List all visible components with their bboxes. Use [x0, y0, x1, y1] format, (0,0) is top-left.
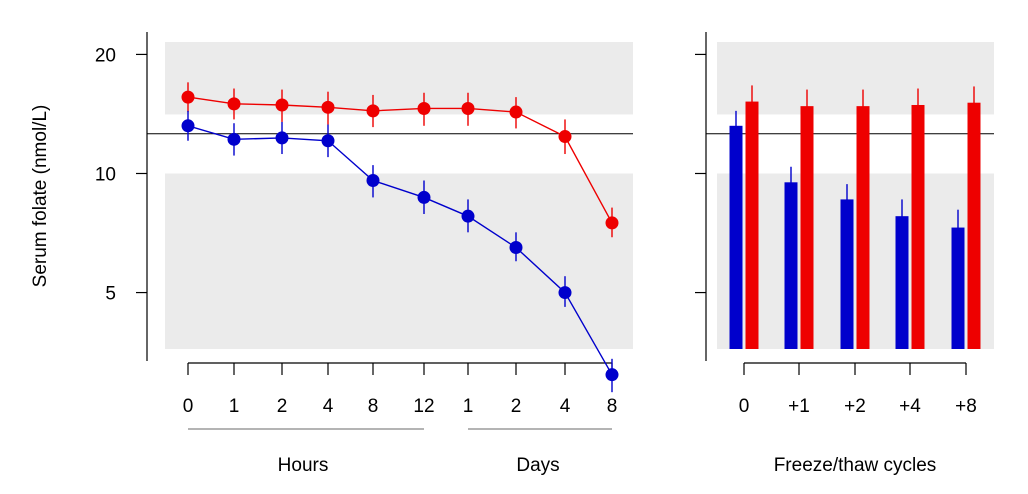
left-panel-marks: [181, 82, 619, 393]
y-tick-label: 10: [95, 164, 116, 185]
red-series-line: [187, 96, 613, 224]
blue-data-point: [227, 132, 241, 146]
red-bar: [911, 104, 925, 349]
blue-bar: [784, 182, 798, 349]
hours-group-label: Hours: [278, 455, 329, 476]
x-tick-label: +2: [844, 396, 866, 417]
blue-data-point: [181, 119, 195, 133]
blue-data-point: [509, 240, 523, 254]
shaded-band: [717, 173, 994, 349]
x-tick-label: +8: [955, 396, 977, 417]
red-data-point: [461, 101, 475, 115]
blue-data-point: [275, 131, 289, 145]
blue-data-point: [461, 209, 475, 223]
blue-bar: [951, 227, 965, 349]
red-data-point: [227, 97, 241, 111]
shaded-band: [717, 42, 994, 115]
x-tick-label: 4: [560, 396, 571, 417]
right-panel-marks: [729, 85, 981, 349]
red-data-point: [181, 90, 195, 104]
x-tick-label: +4: [899, 396, 921, 417]
red-bar: [856, 106, 870, 349]
blue-bar: [840, 199, 854, 349]
left-y-axis: 5 10 20: [95, 32, 148, 361]
y-axis-title: Serum folate (nmol/L): [30, 105, 51, 288]
right-panel-bands: [717, 42, 994, 349]
x-tick-label: 8: [607, 396, 618, 417]
y-tick-label: 5: [105, 284, 116, 305]
blue-series-line: [187, 125, 613, 376]
left-x-axis: 0 1 2 4 8 12 1 2 4 8: [183, 362, 618, 417]
blue-bar: [729, 125, 743, 349]
red-data-point: [321, 100, 335, 114]
x-tick-label: 12: [413, 396, 434, 417]
x-tick-label: 2: [277, 396, 288, 417]
x-tick-label: 4: [323, 396, 334, 417]
left-panel-bands: [165, 42, 633, 349]
blue-data-point: [366, 174, 380, 188]
days-group-label: Days: [516, 455, 559, 476]
shaded-band: [165, 42, 633, 115]
x-tick-label: 8: [368, 396, 379, 417]
shaded-band: [165, 173, 633, 349]
x-tick-label: 2: [511, 396, 522, 417]
red-data-point: [417, 101, 431, 115]
blue-data-point: [321, 134, 335, 148]
red-bar: [745, 101, 759, 349]
red-data-point: [366, 104, 380, 118]
blue-data-point: [605, 368, 619, 382]
x-axis-title-freeze-thaw: Freeze/thaw cycles: [774, 455, 937, 476]
x-tick-label: 0: [183, 396, 194, 417]
red-data-point: [509, 105, 523, 119]
x-tick-label: 1: [463, 396, 474, 417]
red-bar: [967, 102, 981, 349]
red-data-point: [605, 216, 619, 230]
red-data-point: [275, 98, 289, 112]
right-x-axis: 0 +1 +2 +4 +8: [739, 362, 977, 417]
x-tick-label: 1: [229, 396, 240, 417]
x-tick-label: 0: [739, 396, 750, 417]
y-tick-label: 20: [95, 45, 116, 66]
red-bar: [800, 106, 814, 349]
x-tick-label: +1: [788, 396, 810, 417]
red-data-point: [558, 130, 572, 144]
blue-data-point: [558, 286, 572, 300]
right-y-axis: [695, 32, 707, 361]
blue-bar: [895, 216, 909, 349]
blue-data-point: [417, 190, 431, 204]
